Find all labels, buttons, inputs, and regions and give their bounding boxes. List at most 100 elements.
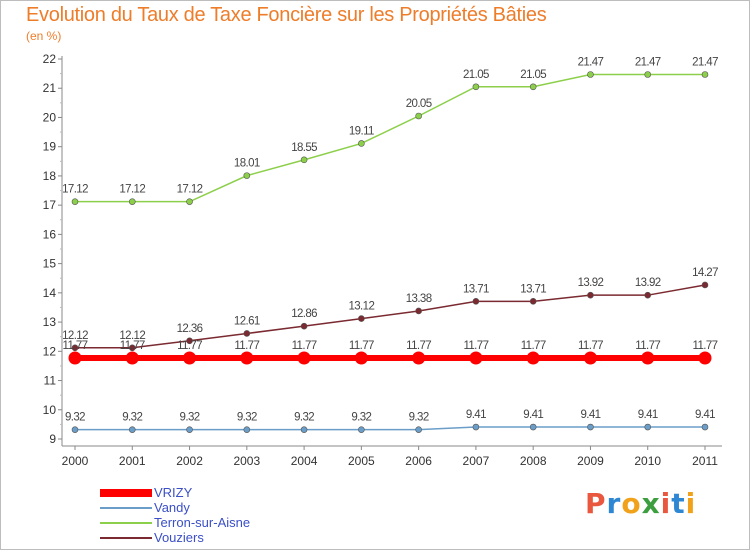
data-label-terron-sur-aisne: 21.05 [463,69,489,81]
point-terron-sur-aisne [472,83,480,91]
point-terron-sur-aisne [358,140,365,147]
point-vandy [186,426,193,433]
data-label-vrizy: 11.77 [463,340,488,352]
x-tick-label: 2011 [692,454,718,468]
y-tick-label: 21 [43,81,57,95]
data-label-vouziers: 12.61 [234,315,260,327]
y-tick-label: 19 [43,140,57,154]
data-label-terron-sur-aisne: 21.47 [635,56,661,68]
point-vouziers [472,298,480,305]
x-tick-label: 2008 [520,454,547,468]
x-tick-label: 2010 [634,454,661,468]
y-tick-label: 14 [43,286,57,300]
point-vouziers [186,337,193,345]
data-label-vrizy: 11.77 [63,340,88,352]
x-tick-label: 2000 [62,454,89,468]
legend-label: VRIZY [154,485,193,500]
point-vouziers [587,291,594,299]
data-label-terron-sur-aisne: 18.55 [291,142,317,154]
data-label-vandy: 9.41 [638,409,658,421]
point-terron-sur-aisne [644,71,652,78]
point-vouziers [128,344,136,352]
x-tick-label: 2001 [119,454,146,468]
proxiti-logo: Proxiti [585,487,696,520]
legend-label: Terron-sur-Aisne [154,515,251,530]
point-vrizy [641,351,655,365]
data-label-vouziers: 12.12 [119,330,145,342]
data-label-vandy: 9.41 [523,409,543,421]
data-label-terron-sur-aisne: 17.12 [62,184,88,196]
point-terron-sur-aisne [300,156,308,164]
data-label-vrizy: 11.77 [349,340,374,352]
logo-letter: i [660,487,672,520]
data-label-vandy: 9.32 [65,412,85,424]
data-label-vouziers: 13.92 [578,277,604,289]
x-tick-label: 2004 [291,454,318,468]
series-line-terron-sur-aisne [75,73,705,203]
logo-letter: r [606,487,622,520]
point-vrizy [125,351,139,365]
point-vouziers [300,322,308,330]
data-label-vandy: 9.32 [351,412,371,424]
point-vrizy [68,351,82,365]
data-label-vouziers: 12.12 [62,330,88,342]
data-label-vandy: 9.41 [695,409,715,421]
logo-letter: P [585,487,607,520]
point-vandy [71,426,79,433]
y-tick-label: 16 [43,227,57,241]
data-label-vouziers: 12.86 [291,308,317,320]
point-vouziers [529,298,537,305]
x-tick-label: 2002 [176,454,203,468]
legend-label: Vandy [154,500,190,515]
data-label-vandy: 9.41 [580,409,600,421]
data-label-vouziers: 14.27 [692,267,718,279]
data-label-terron-sur-aisne: 21.47 [692,56,718,68]
data-label-vandy: 9.32 [237,412,257,424]
point-vandy [415,426,422,433]
y-tick-label: 15 [43,257,57,271]
point-vrizy [698,351,712,365]
data-label-vrizy: 11.77 [578,340,603,352]
data-label-vrizy: 11.77 [120,340,145,352]
data-label-vrizy: 11.77 [693,340,718,352]
data-label-vandy: 9.32 [409,412,429,424]
point-vrizy [240,351,254,365]
data-label-vrizy: 11.77 [635,340,660,352]
point-vandy [587,423,594,431]
point-vrizy [526,351,540,365]
series-line-vandy [75,426,705,431]
y-tick-label: 12 [43,344,57,358]
y-tick-label: 22 [43,52,57,66]
legend-swatch [100,507,152,509]
data-label-vouziers: 13.12 [348,301,374,313]
y-tick-label: 20 [43,110,57,124]
point-vandy [529,423,537,431]
legend-label: Vouziers [154,530,204,545]
point-vrizy [297,351,311,365]
point-terron-sur-aisne [415,112,422,120]
point-vouziers [701,281,709,289]
point-terron-sur-aisne [186,198,193,205]
data-label-terron-sur-aisne: 21.05 [520,69,546,81]
data-label-vouziers: 13.38 [406,293,432,305]
point-terron-sur-aisne [587,71,594,78]
x-tick-label: 2009 [577,454,604,468]
point-vouziers [415,307,422,315]
point-vrizy [469,351,483,365]
data-label-terron-sur-aisne: 20.05 [406,98,432,110]
point-vouziers [243,330,251,337]
data-label-vouziers: 13.71 [463,283,489,295]
point-vandy [644,423,652,431]
y-tick-label: 17 [43,198,57,212]
x-tick-label: 2007 [463,454,490,468]
legend-swatch [100,537,152,539]
y-tick-label: 18 [43,169,57,183]
data-label-vrizy: 11.77 [521,340,546,352]
point-vandy [358,426,365,433]
point-vandy [300,426,308,433]
data-label-terron-sur-aisne: 17.12 [119,184,145,196]
y-tick-label: 11 [44,374,57,388]
x-tick-label: 2003 [233,454,260,468]
data-label-vrizy: 11.77 [406,340,431,352]
